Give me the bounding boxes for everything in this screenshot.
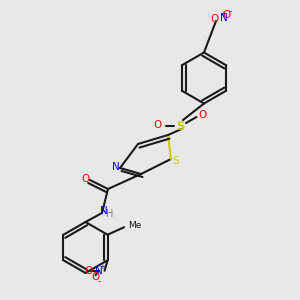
Text: O: O [153, 119, 162, 130]
Text: N: N [100, 206, 107, 217]
Text: +: + [99, 264, 105, 270]
Text: -: - [229, 6, 232, 16]
Text: O: O [222, 10, 231, 20]
Text: N: N [220, 13, 227, 23]
Text: O: O [210, 14, 219, 25]
Text: O: O [81, 173, 90, 184]
Text: +: + [220, 11, 226, 16]
Text: Me: Me [129, 221, 142, 230]
Text: S: S [172, 155, 179, 166]
Text: -: - [98, 276, 101, 286]
Text: O: O [84, 266, 92, 276]
Text: S: S [176, 119, 184, 133]
Text: O: O [92, 272, 100, 282]
Text: N: N [112, 161, 119, 172]
Text: H: H [106, 208, 113, 219]
Text: N: N [95, 266, 103, 276]
Text: O: O [198, 110, 207, 121]
